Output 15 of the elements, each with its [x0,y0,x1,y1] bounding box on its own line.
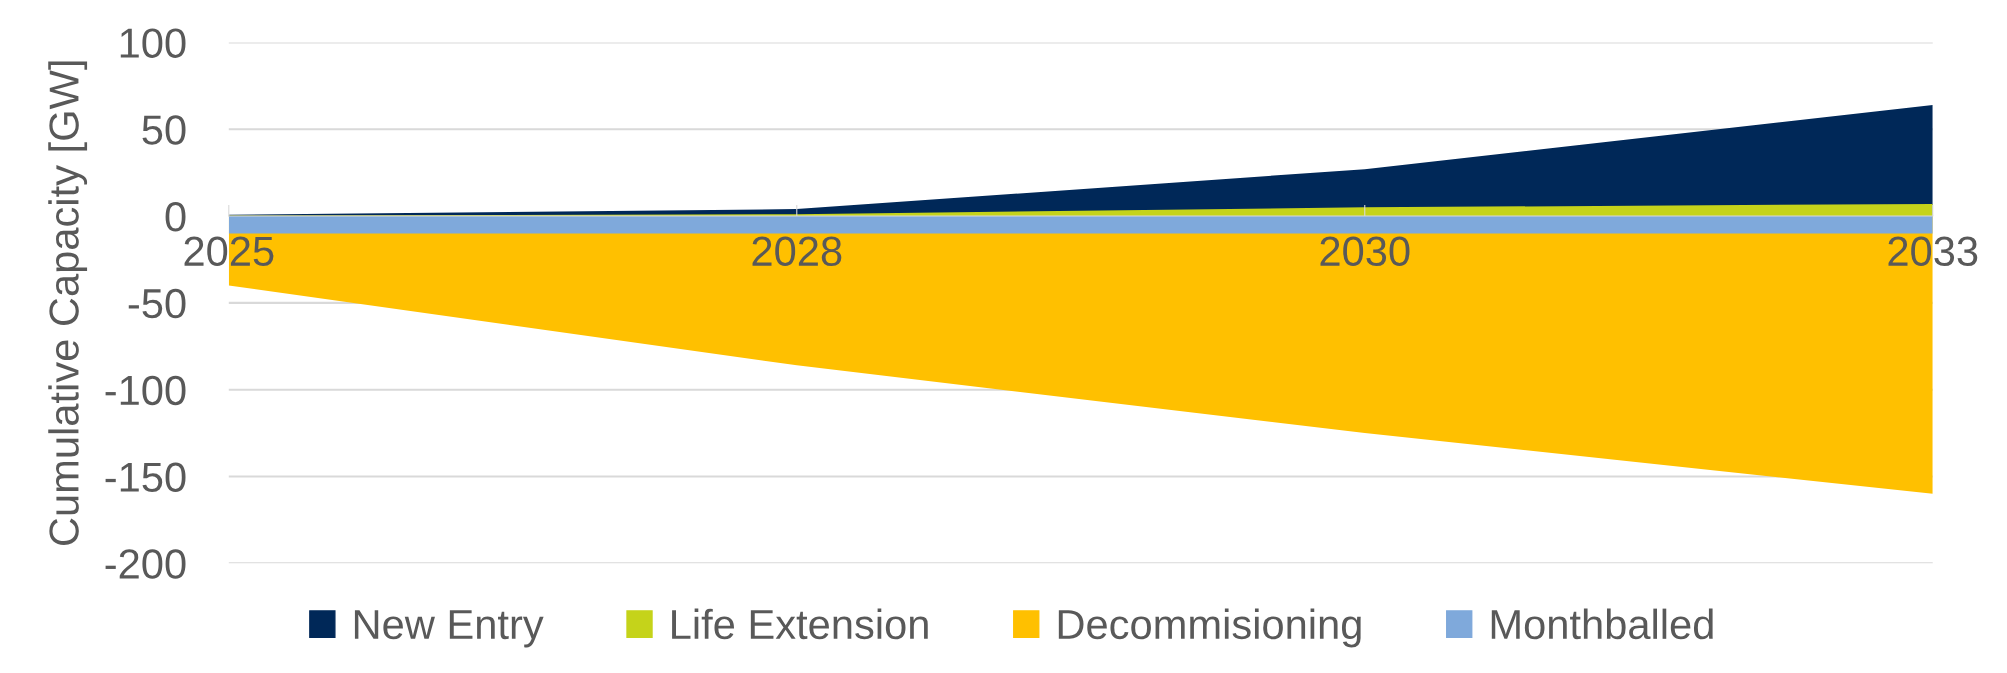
y-tick-label: 100 [120,28,186,58]
legend-label: Life Extension [672,608,928,640]
y-tick-label: -200 [105,549,186,579]
x-tick-label: 2028 [752,236,842,267]
y-axis-title: Cumulative Capacity [GW] [48,61,88,546]
y-tick-label: -50 [128,288,186,319]
legend-label: Monthballed [1491,608,1713,640]
x-tick-label: 2030 [1320,236,1410,267]
legend-label: New Entry [354,610,544,648]
y-tick-label: 50 [142,115,186,145]
y-tick-label: -150 [105,462,186,492]
y-tick-label: -100 [105,375,186,406]
y-tick-label: 0 [165,202,186,232]
x-tick-label: 2025 [184,236,274,267]
legend-label: Decommisioning [1058,608,1361,648]
